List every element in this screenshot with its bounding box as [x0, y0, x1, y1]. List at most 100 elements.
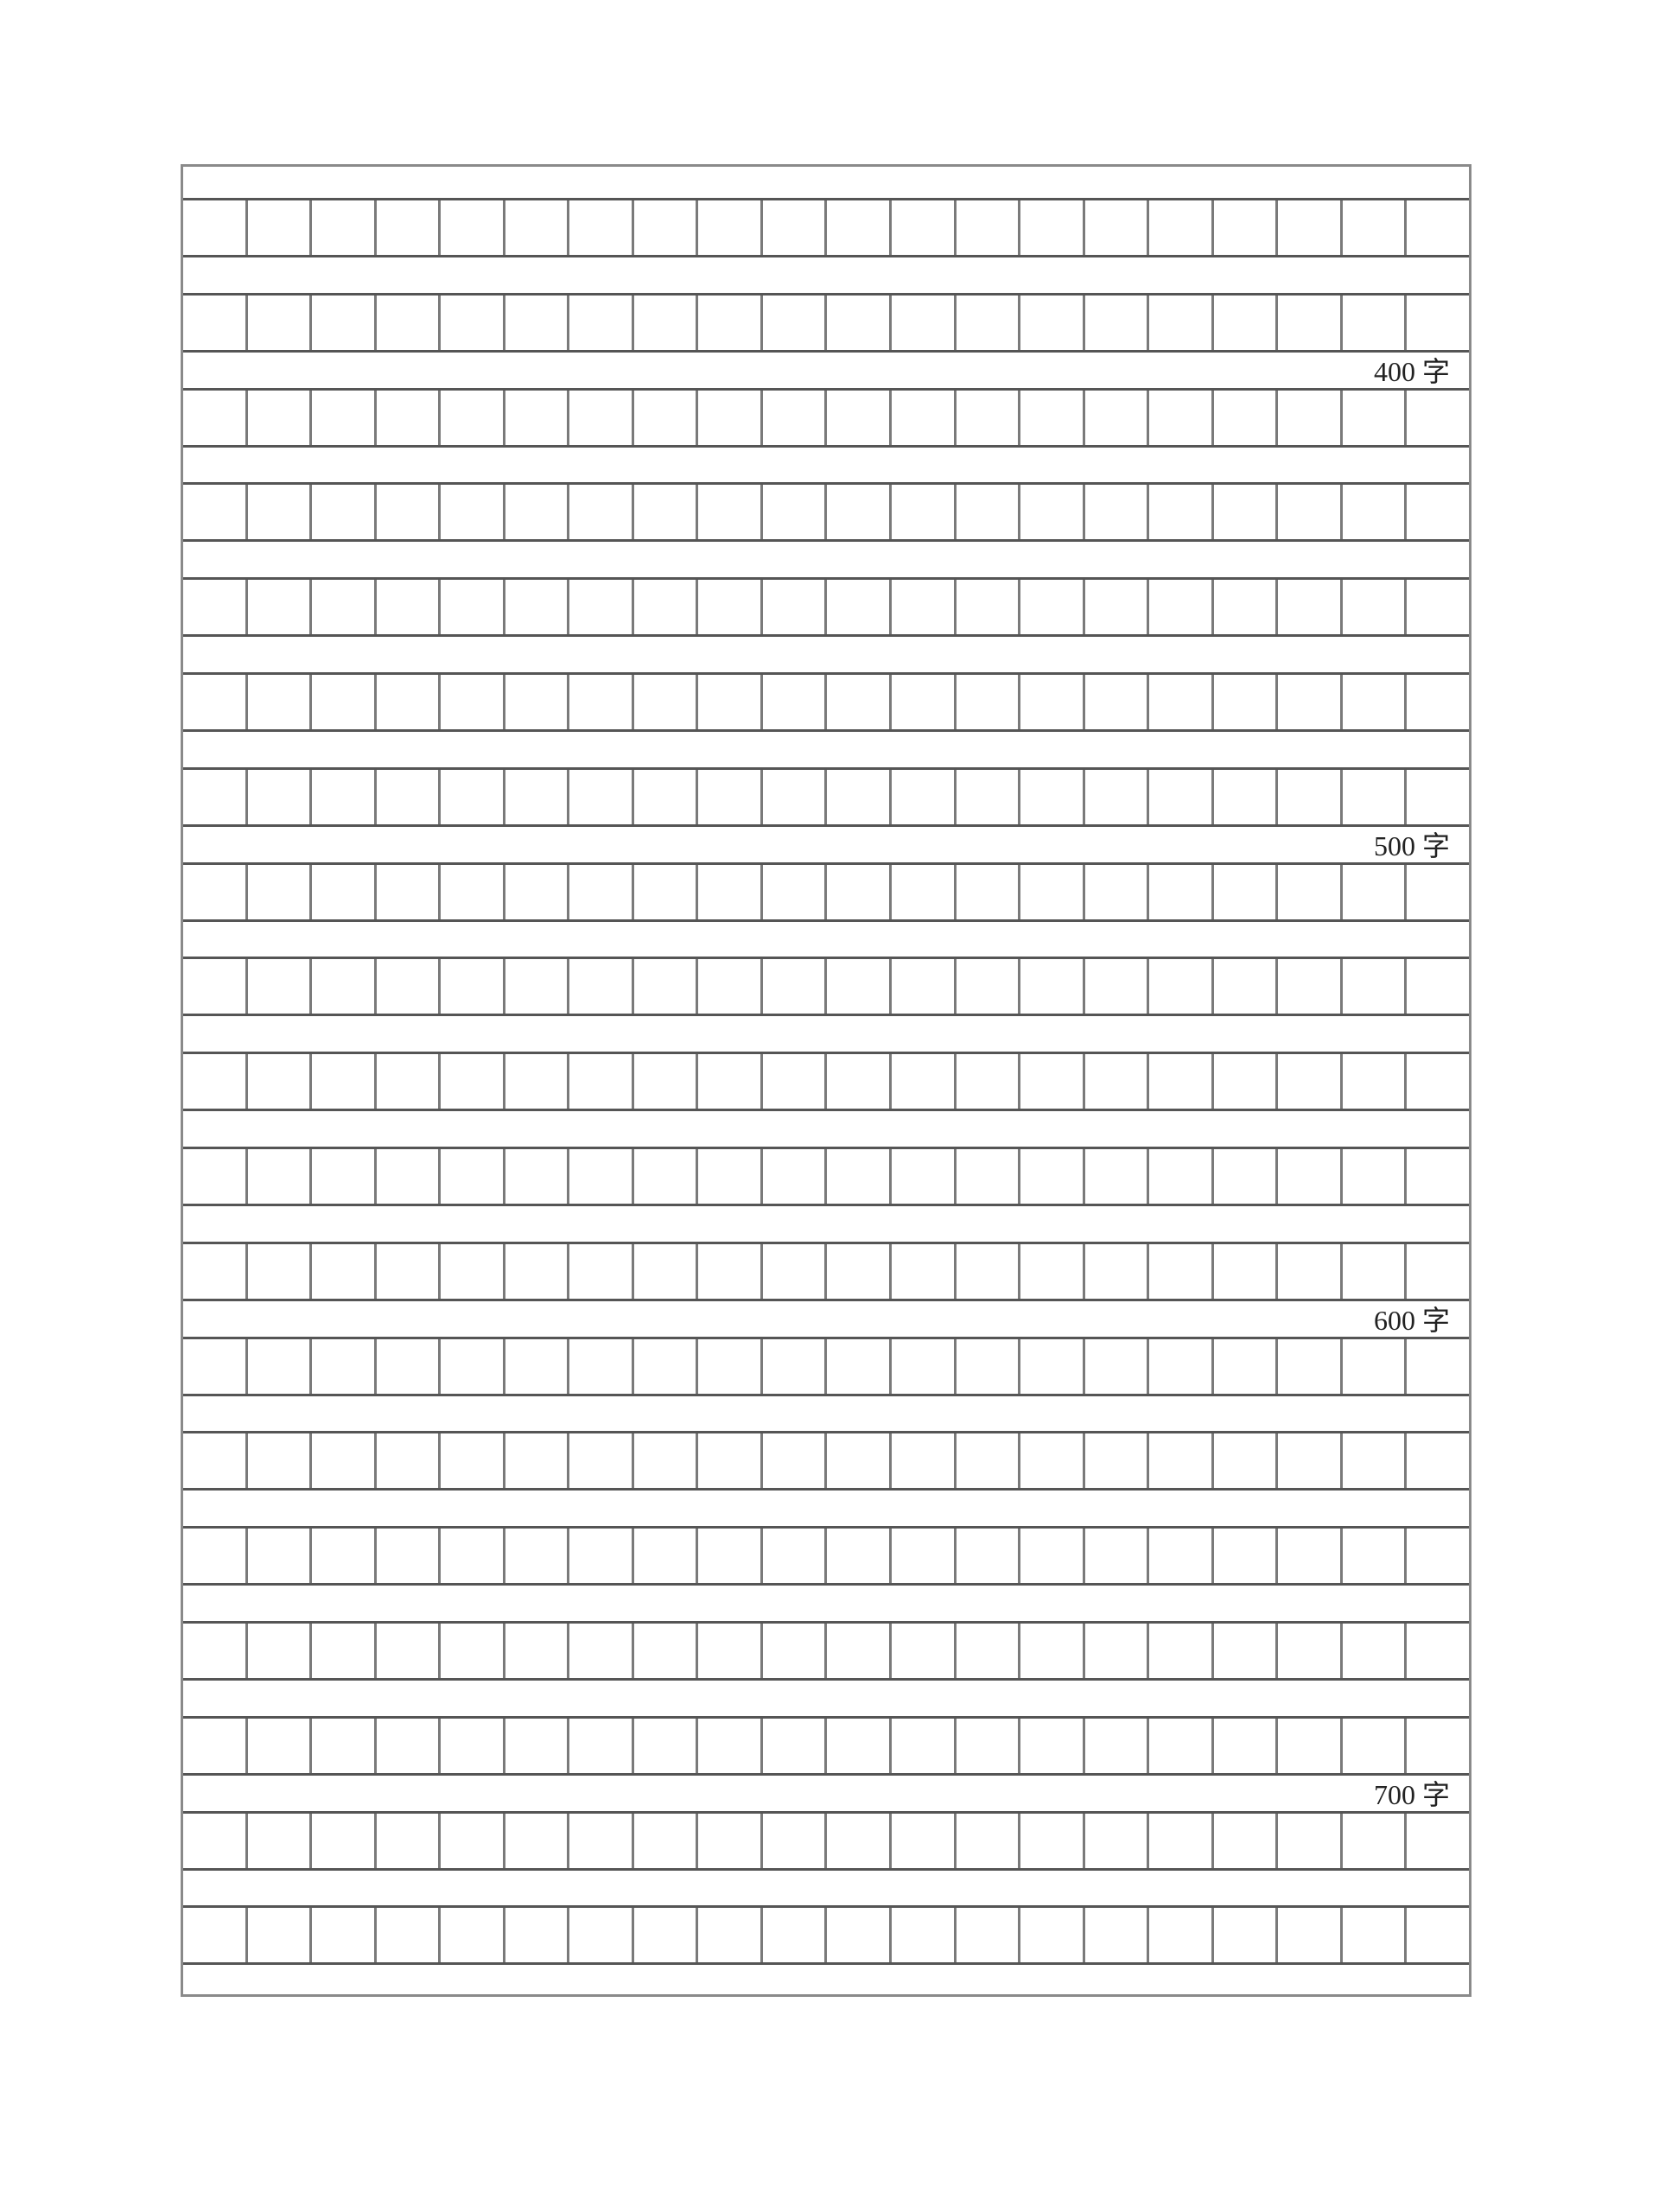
grid-row	[183, 1052, 1469, 1112]
grid-cell	[1085, 864, 1150, 919]
grid-cell	[183, 769, 248, 824]
grid-cell	[698, 1054, 763, 1109]
grid-cell	[441, 200, 505, 255]
grid-cell	[248, 769, 313, 824]
grid-row	[183, 1147, 1469, 1206]
grid-cell	[1020, 485, 1085, 540]
grid-cell	[763, 1718, 828, 1773]
grid-cell	[957, 1624, 1021, 1678]
grid-cell	[1278, 675, 1343, 729]
grid-cell	[827, 864, 893, 919]
grid-cell	[1020, 1529, 1085, 1584]
grid-cell	[1343, 959, 1408, 1014]
grid-row	[183, 1621, 1469, 1681]
grid-cell	[1149, 959, 1214, 1014]
grid-cell	[569, 580, 634, 635]
grid-cell	[377, 485, 442, 540]
grid-cell	[892, 959, 957, 1014]
grid-cell	[312, 959, 377, 1014]
grid-cell	[957, 1338, 1021, 1394]
grid-cell	[698, 580, 763, 635]
grid-cell	[569, 485, 634, 540]
grid-cell	[827, 485, 893, 540]
grid-cell	[827, 1149, 893, 1204]
grid-row	[183, 577, 1469, 638]
grid-cell	[183, 1243, 248, 1299]
grid-cell	[312, 1908, 377, 1963]
grid-cell	[827, 1908, 893, 1963]
grid-cell	[312, 390, 377, 445]
grid-cell	[505, 1054, 570, 1109]
grid-cell	[1214, 1624, 1279, 1678]
grid-cell	[248, 1338, 313, 1394]
grid-cell	[1343, 580, 1408, 635]
grid-cell	[248, 864, 313, 919]
grid-cell	[1278, 1243, 1343, 1299]
grid-cell	[1407, 1339, 1469, 1394]
grid-cell	[569, 390, 634, 445]
grid-cell	[569, 1529, 634, 1584]
grid-cell	[441, 675, 505, 729]
grid-cell	[1214, 1908, 1279, 1963]
grid-cell	[1020, 580, 1085, 635]
grid-cell	[505, 200, 570, 255]
grid-cell	[1149, 295, 1214, 350]
grid-cell	[1214, 864, 1279, 919]
grid-cell	[763, 675, 828, 729]
grid-cell	[1343, 1149, 1408, 1204]
grid-cell	[183, 1813, 248, 1868]
grid-cell	[1343, 1243, 1408, 1299]
grid-cell	[377, 1908, 442, 1963]
grid-cell	[892, 1718, 957, 1773]
grid-cell	[505, 390, 570, 445]
grid-cell	[441, 580, 505, 635]
grid-row	[183, 672, 1469, 732]
grid-cell	[892, 675, 957, 729]
grid-cell	[698, 1433, 763, 1489]
grid-cell	[1149, 580, 1214, 635]
grid-cell	[441, 1054, 505, 1109]
grid-cell	[763, 485, 828, 540]
grid-cell	[1343, 390, 1408, 445]
grid-cell	[763, 769, 828, 824]
grid-cell	[763, 580, 828, 635]
grid-cell	[634, 1529, 699, 1584]
grid-cell	[1085, 959, 1150, 1014]
grid-cell	[1149, 1433, 1214, 1489]
grid-cell	[957, 1243, 1021, 1299]
grid-cell	[1407, 1908, 1469, 1962]
grid-row	[183, 1241, 1469, 1301]
grid-cell	[248, 200, 313, 255]
grid-cell	[763, 1338, 828, 1394]
grid-cell	[1085, 675, 1150, 729]
grid-cell	[377, 1243, 442, 1299]
grid-cell	[698, 1624, 763, 1678]
grid-cell	[1343, 1624, 1408, 1678]
grid-row	[183, 1431, 1469, 1491]
grid-cell	[698, 1243, 763, 1299]
grid-cell	[377, 390, 442, 445]
grid-cell	[1214, 675, 1279, 729]
grid-cell	[698, 1718, 763, 1773]
grid-cell	[569, 295, 634, 350]
word-count-marker: 400 字	[1373, 356, 1450, 388]
word-count-marker: 600 字	[1373, 1305, 1450, 1337]
grid-cell	[569, 675, 634, 729]
grid-cell	[312, 1054, 377, 1109]
grid-cell	[505, 485, 570, 540]
grid-cell	[1407, 1054, 1469, 1109]
grid-cell	[1278, 1908, 1343, 1963]
grid-cell	[312, 580, 377, 635]
grid-cell	[634, 1243, 699, 1299]
grid-cell	[1407, 296, 1469, 350]
grid-cell	[248, 675, 313, 729]
grid-cell	[183, 390, 248, 445]
grid-cell	[634, 1433, 699, 1489]
grid-cell	[1278, 200, 1343, 255]
grid-cell	[957, 1433, 1021, 1489]
grid-cell	[698, 1813, 763, 1868]
grid-cell	[183, 1054, 248, 1109]
grid-cell	[1278, 390, 1343, 445]
grid-cell	[1407, 1433, 1469, 1488]
grid-cell	[827, 1054, 893, 1109]
